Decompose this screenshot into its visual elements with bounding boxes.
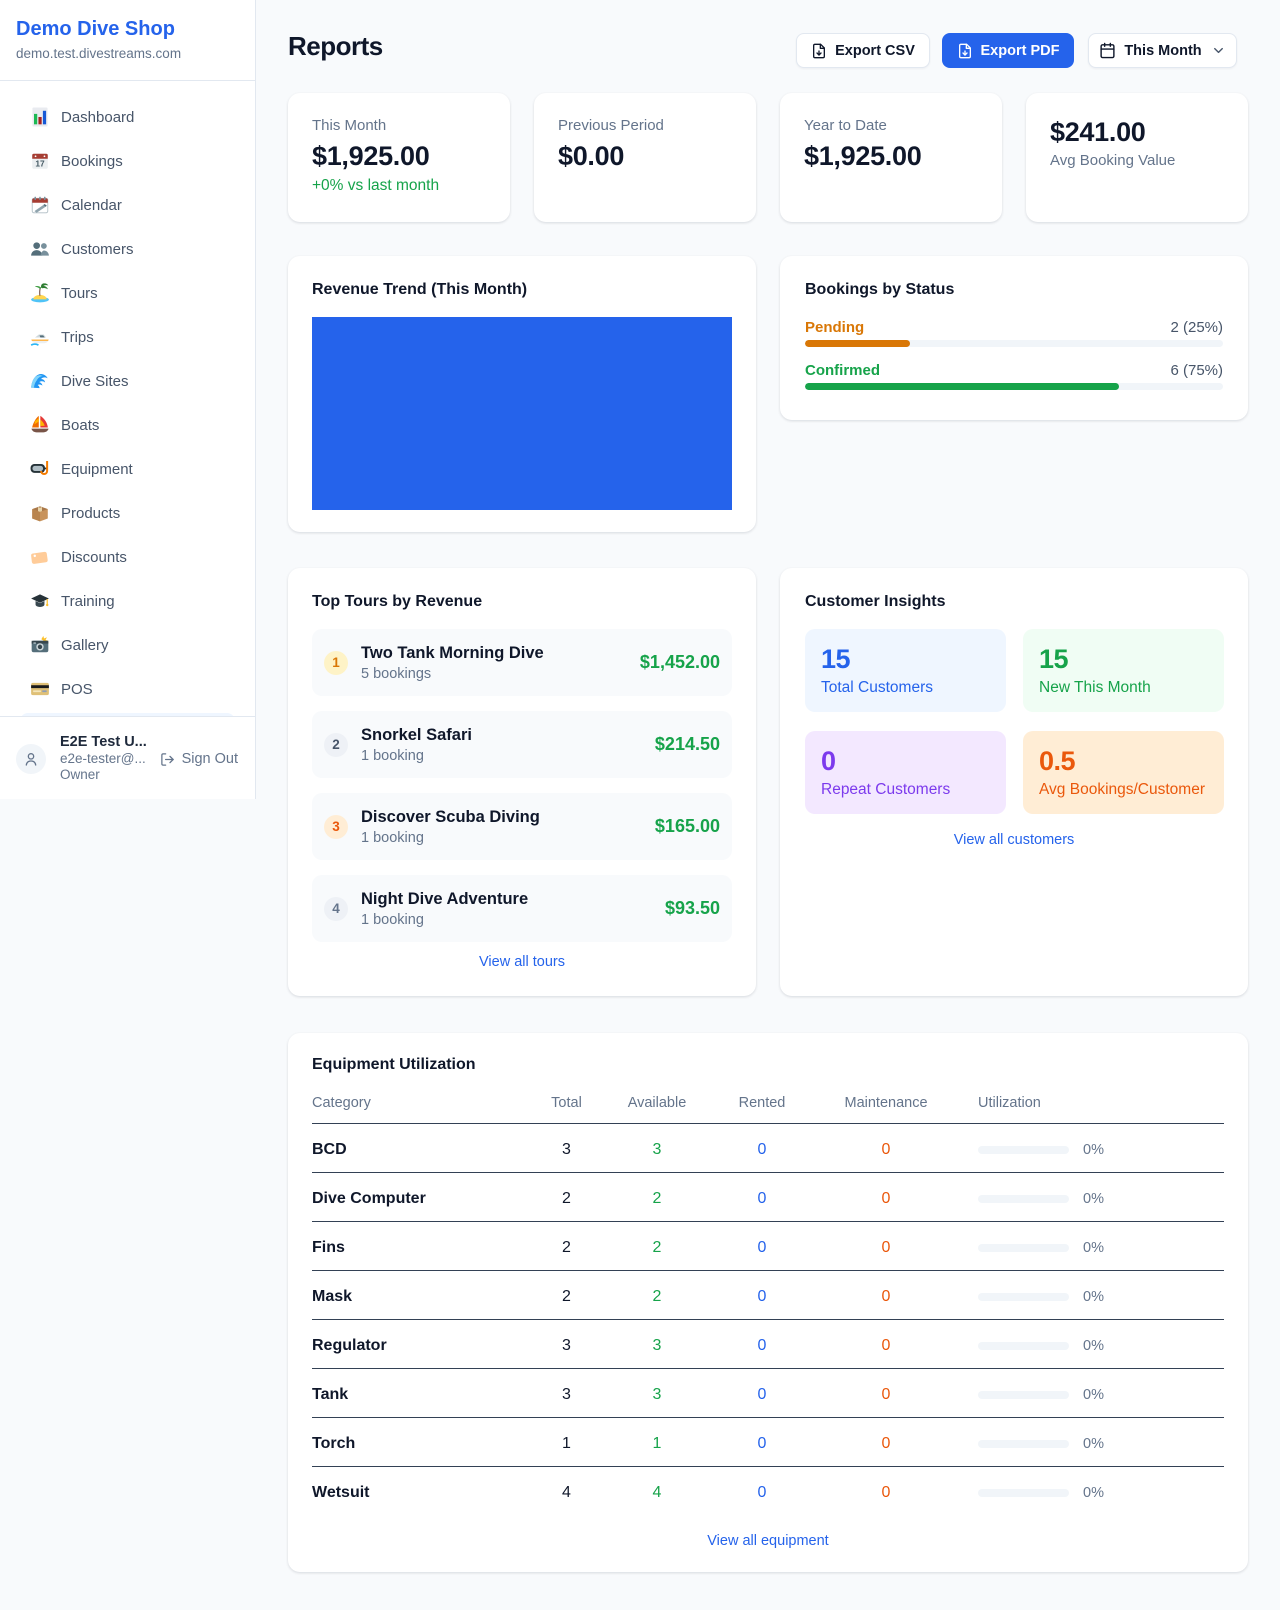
svg-text:17: 17 [35, 159, 45, 169]
